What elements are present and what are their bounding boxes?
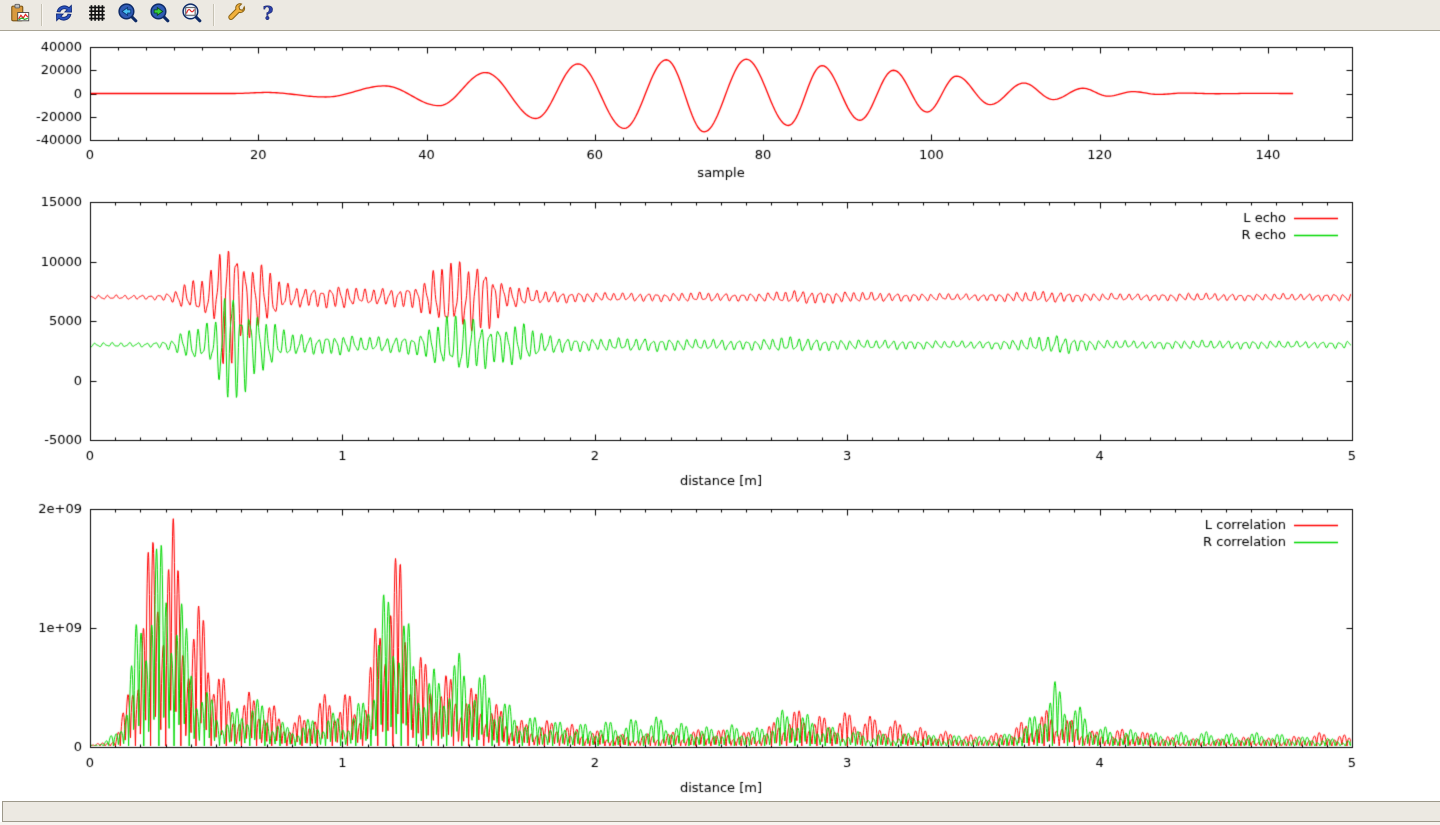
- copy-plot-button[interactable]: [5, 1, 35, 29]
- toolbar: ?: [0, 0, 1440, 31]
- waveform-plot[interactable]: [90, 47, 1352, 140]
- configure-button[interactable]: [221, 1, 251, 29]
- question-mark-icon: ?: [257, 2, 279, 28]
- grid-icon: [85, 2, 107, 28]
- autoscale-button[interactable]: [177, 1, 207, 29]
- zoom-previous-button[interactable]: [113, 1, 143, 29]
- help-button[interactable]: ?: [253, 1, 283, 29]
- replot-button[interactable]: [49, 1, 79, 29]
- svg-text:?: ?: [263, 3, 274, 24]
- toggle-grid-button[interactable]: [81, 1, 111, 29]
- gnuplot-window: ?: [0, 0, 1440, 825]
- clipboard-chart-icon: [9, 2, 31, 28]
- plot-area: [0, 33, 1440, 798]
- magnifier-left-arrow-icon: [117, 2, 139, 28]
- correlation-plot[interactable]: [90, 509, 1352, 747]
- magnifier-right-arrow-icon: [149, 2, 171, 28]
- echo-plot[interactable]: [90, 202, 1352, 440]
- magnifier-plot-icon: [181, 2, 203, 28]
- refresh-icon: [53, 2, 75, 28]
- toolbar-separator: [213, 4, 215, 26]
- toolbar-separator: [41, 4, 43, 26]
- wrench-icon: [225, 2, 247, 28]
- zoom-next-button[interactable]: [145, 1, 175, 29]
- status-bar: [2, 801, 1440, 822]
